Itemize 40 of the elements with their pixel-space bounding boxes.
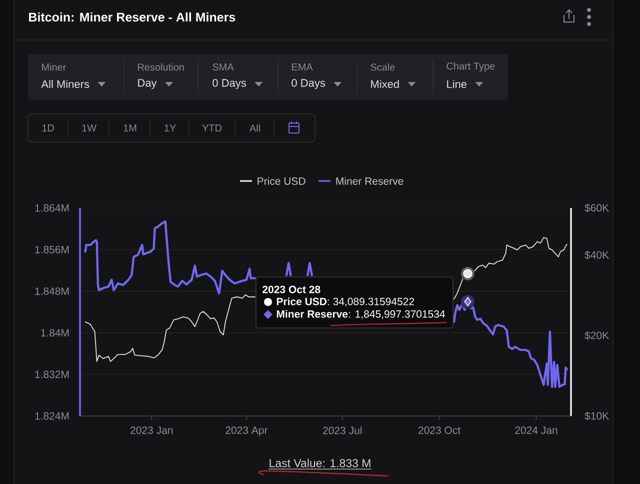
x-tick-label: 2023 Jan — [130, 426, 173, 434]
text: Mixed — [371, 80, 399, 88]
text: 1Y — [164, 124, 176, 132]
chart-title: Bitcoin: Miner Reserve - All Miners — [29, 12, 236, 22]
y2-tick-label: $60K — [584, 204, 609, 212]
text: Last Value: 1.833 M — [270, 458, 370, 468]
text: YTD — [202, 124, 222, 132]
x-tick-label: 2024 Jan — [515, 426, 558, 434]
legend-label: Miner Reserve — [336, 177, 404, 185]
text: Line — [447, 80, 467, 88]
text: 1M — [124, 124, 136, 132]
annotation: 2023 Oct 28 — [262, 286, 320, 294]
text: All Miners — [41, 80, 90, 88]
text: Chart Type — [446, 62, 495, 72]
text: SMA — [212, 63, 234, 71]
legend-label: Price USD — [258, 177, 306, 185]
x-tick-label: 2023 Oct — [418, 426, 461, 434]
y2-tick-label: $10K — [584, 412, 609, 420]
y-tick-label: 1.84M — [41, 329, 69, 337]
text: Resolution — [138, 63, 184, 71]
y-tick-label: 1.824M — [35, 412, 69, 420]
text: 0 Days — [212, 79, 246, 89]
text: EMA — [292, 64, 313, 70]
text: Day — [138, 79, 157, 89]
y2-tick-label: $20K — [584, 331, 609, 340]
y-tick-label: 1.832M — [35, 370, 69, 378]
x-tick-label: 2023 Jul — [323, 426, 362, 434]
x-tick-label: 2023 Apr — [226, 426, 268, 436]
annotation: Price USD: 34,089.31594522 — [276, 298, 414, 306]
annotation: Miner Reserve: 1,845,997.3701534 — [276, 310, 445, 319]
y-tick-label: 1.856M — [35, 246, 69, 254]
text: 1D — [42, 124, 54, 132]
text: 1W — [82, 124, 96, 132]
text: 0 Days — [292, 79, 326, 89]
text: Miner — [42, 63, 66, 71]
y2-tick-label: $40K — [584, 250, 609, 260]
text: Scale — [370, 63, 395, 71]
y-tick-label: 1.864M — [35, 204, 69, 212]
y-tick-label: 1.848M — [35, 287, 69, 295]
text: All — [249, 124, 260, 132]
